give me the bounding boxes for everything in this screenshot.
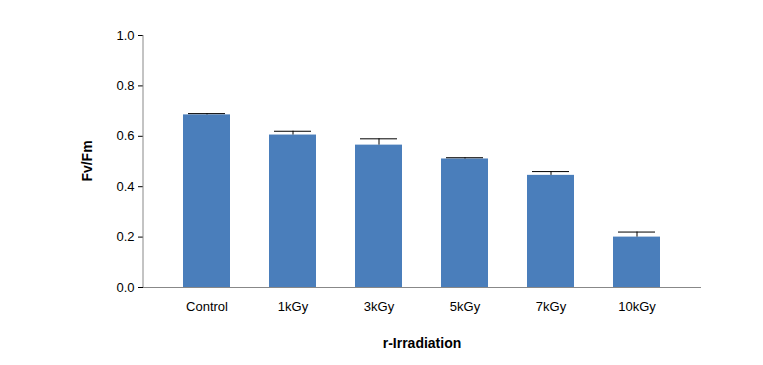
svg-text:Control: Control [186, 299, 228, 314]
svg-text:0.2: 0.2 [116, 229, 134, 244]
svg-text:0.0: 0.0 [116, 280, 134, 295]
svg-text:1kGy: 1kGy [278, 299, 309, 314]
svg-text:1.0: 1.0 [116, 28, 134, 43]
svg-text:0.4: 0.4 [116, 179, 134, 194]
svg-text:r-Irradiation: r-Irradiation [383, 335, 462, 351]
svg-text:5kGy: 5kGy [450, 299, 481, 314]
svg-text:3kGy: 3kGy [364, 299, 395, 314]
svg-text:0.8: 0.8 [116, 78, 134, 93]
svg-text:7kGy: 7kGy [536, 299, 567, 314]
svg-text:Fv/Fm: Fv/Fm [79, 140, 95, 181]
svg-text:0.6: 0.6 [116, 128, 134, 143]
svg-text:10kGy: 10kGy [618, 299, 656, 314]
